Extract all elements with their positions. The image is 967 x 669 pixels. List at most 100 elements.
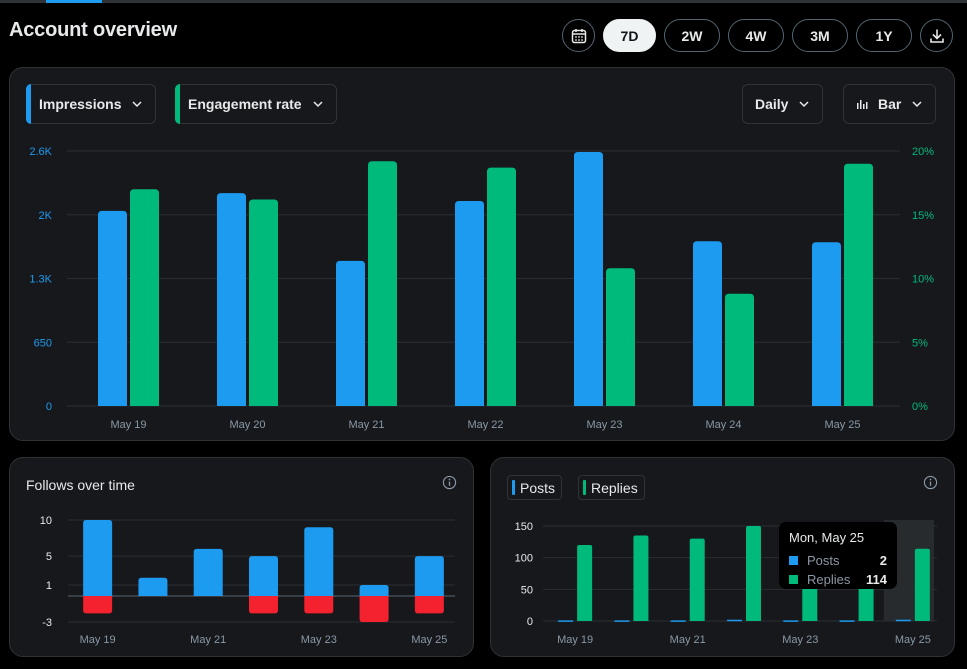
chart-tooltip: Mon, May 25 Posts 2 Replies 114 (779, 522, 897, 589)
follows-title: Follows over time (26, 477, 135, 493)
x-tick-label: May 22 (467, 419, 503, 431)
tooltip-replies-value: 114 (866, 572, 887, 587)
engagement-bar (606, 268, 635, 406)
follows-bar (359, 585, 389, 596)
range-2w-button[interactable]: 2W (664, 19, 720, 52)
chevron-down-icon (313, 101, 323, 108)
impressions-bar (336, 260, 365, 406)
x-tick-label: May 24 (705, 419, 741, 431)
impressions-bar (98, 210, 127, 406)
metric2-color-marker (175, 84, 180, 124)
posts-bar (783, 620, 799, 622)
range-4w-button[interactable]: 4W (728, 19, 784, 52)
replies-swatch (789, 575, 798, 584)
range-7d-button[interactable]: 7D (603, 19, 656, 52)
impressions-bar (455, 201, 484, 406)
y-tick-left: 650 (34, 337, 52, 349)
info-icon[interactable] (442, 475, 457, 490)
chart-type-dropdown[interactable]: Bar (843, 84, 937, 124)
unfollows-bar (249, 596, 278, 614)
follows-bar (304, 527, 334, 596)
chevron-down-icon (799, 101, 809, 108)
y-tick-right: 0% (912, 401, 928, 413)
x-tick-label: May 25 (895, 634, 931, 646)
chevron-down-icon (132, 101, 143, 108)
bar-chart-icon (857, 100, 868, 109)
posts-bar (558, 620, 574, 622)
x-tick-label: May 21 (190, 634, 226, 646)
y-tick: 5 (46, 551, 52, 563)
follows-bar-chart: 10 5 1 -3 May 19 May 21 May 23 May 25 (40, 515, 455, 646)
y-tick: 100 (515, 553, 533, 565)
chart-type-label: Bar (878, 96, 902, 112)
follows-bar (83, 520, 113, 596)
replies-bar (633, 535, 649, 621)
replies-bar (746, 526, 761, 621)
follows-bar (414, 556, 444, 596)
unfollows-bar (359, 596, 389, 622)
interval-label: Daily (755, 96, 789, 112)
metric2-dropdown[interactable]: Engagement rate (175, 84, 337, 124)
metric2-label: Engagement rate (188, 96, 302, 112)
x-tick-label: May 25 (824, 419, 860, 431)
overview-chart-card: Impressions Engagement rate Daily Bar 0 6… (9, 67, 955, 441)
posts-bar (727, 619, 742, 622)
legend-posts-label: Posts (520, 479, 556, 496)
engagement-bar (368, 161, 397, 406)
y-tick-right: 10% (912, 274, 934, 286)
download-button[interactable] (920, 19, 953, 52)
x-tick-label: May 23 (782, 634, 818, 646)
metric1-label: Impressions (39, 96, 122, 112)
engagement-bar (844, 163, 873, 406)
calendar-button[interactable] (562, 19, 595, 52)
download-icon (929, 29, 944, 43)
posts-swatch (512, 480, 515, 495)
y-tick-right: 5% (912, 337, 928, 349)
engagement-bar (725, 293, 754, 406)
x-tick-label: May 19 (80, 634, 116, 646)
replies-bar (577, 545, 593, 621)
y-tick: 150 (515, 521, 533, 533)
impressions-bar (574, 151, 603, 406)
range-1y-button[interactable]: 1Y (856, 19, 912, 52)
metric1-color-marker (26, 84, 31, 124)
range-selector: 7D 2W 4W 3M 1Y (562, 19, 953, 52)
range-3m-button[interactable]: 3M (792, 19, 848, 52)
y-tick-right: 15% (912, 210, 934, 222)
engagement-bar (249, 199, 278, 406)
y-tick-left: 2K (39, 210, 53, 222)
unfollows-bar (83, 596, 113, 614)
x-tick-label: May 20 (229, 419, 265, 431)
follows-bar (193, 548, 223, 596)
y-tick: 0 (527, 616, 533, 628)
impressions-bar (217, 193, 246, 406)
legend-replies-label: Replies (591, 479, 638, 496)
y-tick: -3 (42, 617, 52, 629)
legend-replies[interactable]: Replies (578, 475, 645, 500)
interval-dropdown[interactable]: Daily (742, 84, 824, 124)
engagement-bar (487, 167, 516, 406)
follows-bar (138, 577, 168, 596)
legend-posts[interactable]: Posts (507, 475, 563, 500)
impressions-bar (812, 242, 841, 406)
posts-bar (614, 620, 630, 622)
metric1-dropdown[interactable]: Impressions (26, 84, 157, 124)
x-tick-label: May 21 (670, 634, 706, 646)
y-tick-left: 0 (46, 401, 52, 413)
x-tick-label: May 19 (110, 419, 146, 431)
tooltip-row-posts: Posts 2 (789, 551, 887, 570)
page-title: Account overview (9, 19, 177, 41)
x-tick-label: May 23 (586, 419, 622, 431)
posts-bar (670, 620, 686, 622)
unfollows-bar (304, 596, 334, 614)
follows-bar (249, 556, 278, 596)
active-tab-indicator (46, 0, 102, 3)
x-tick-label: May 19 (557, 634, 593, 646)
info-icon[interactable] (923, 475, 938, 490)
posts-bar (895, 619, 911, 622)
tooltip-replies-label: Replies (807, 572, 851, 587)
y-tick-right: 20% (912, 146, 934, 158)
y-tick: 50 (521, 584, 533, 596)
y-tick: 1 (46, 580, 52, 592)
follows-card: Follows over time 10 5 1 -3 May 19 May 21 May … (9, 457, 474, 657)
